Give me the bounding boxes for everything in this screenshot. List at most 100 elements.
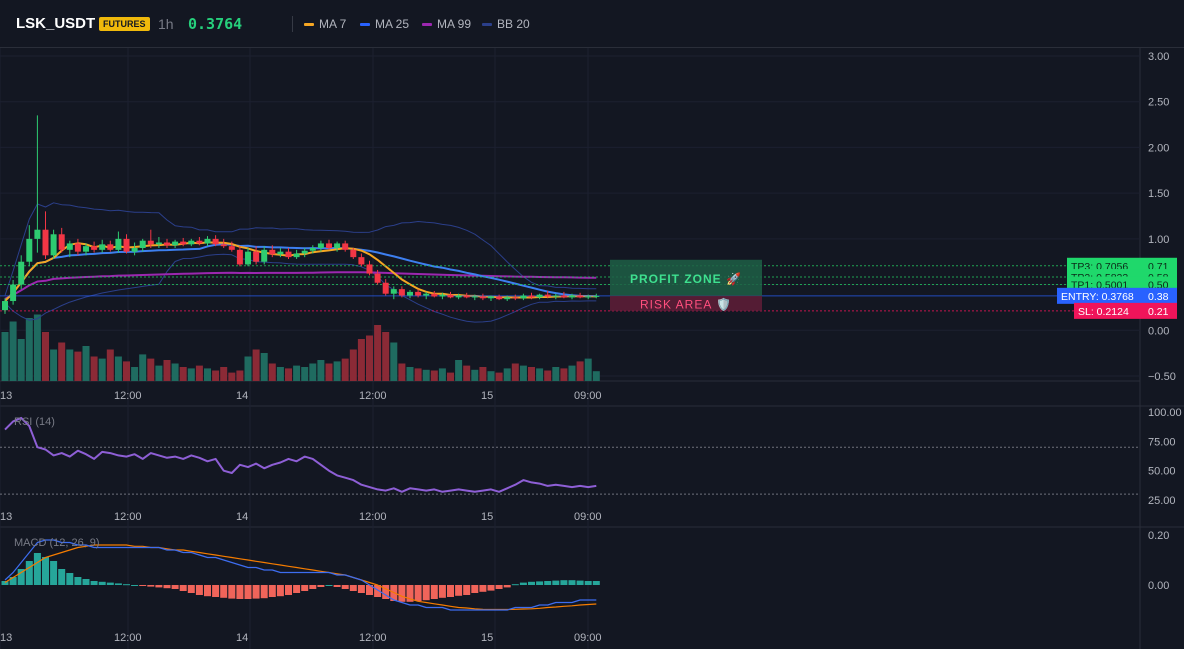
candle[interactable]: [277, 248, 284, 258]
candle[interactable]: [520, 293, 527, 301]
candle[interactable]: [220, 238, 227, 248]
candle[interactable]: [172, 239, 179, 248]
candle[interactable]: [374, 269, 381, 285]
candle[interactable]: [180, 237, 187, 247]
candle[interactable]: [253, 246, 260, 265]
rsi-tick-label: 25.00: [1148, 495, 1176, 507]
candle[interactable]: [115, 231, 122, 253]
candle-body: [398, 289, 405, 296]
candle[interactable]: [58, 227, 65, 253]
candle[interactable]: [504, 295, 511, 302]
candle[interactable]: [83, 243, 89, 256]
candle[interactable]: [155, 237, 162, 248]
candle[interactable]: [479, 293, 486, 301]
candle[interactable]: [577, 292, 584, 299]
candle[interactable]: [358, 253, 365, 267]
candle[interactable]: [471, 294, 478, 301]
candle[interactable]: [407, 290, 413, 299]
candle[interactable]: [245, 248, 251, 267]
candle[interactable]: [228, 241, 235, 252]
macd-hist-bar: [171, 585, 179, 589]
candle[interactable]: [398, 286, 405, 298]
candle[interactable]: [585, 294, 592, 300]
volume-bar: [301, 367, 309, 381]
candle[interactable]: [139, 238, 146, 252]
candle[interactable]: [455, 293, 462, 300]
candle[interactable]: [66, 240, 73, 258]
macd-hist-bar: [212, 585, 220, 597]
legend-bb20[interactable]: BB 20: [482, 0, 530, 48]
candle[interactable]: [536, 293, 543, 300]
candle[interactable]: [74, 238, 81, 256]
candle[interactable]: [552, 293, 559, 300]
candle[interactable]: [560, 291, 567, 299]
candle[interactable]: [528, 292, 535, 300]
candle[interactable]: [488, 295, 494, 302]
candle[interactable]: [50, 229, 57, 259]
interval-selector[interactable]: 1h: [158, 16, 174, 32]
candle[interactable]: [10, 280, 17, 305]
legend-ma99[interactable]: MA 99: [422, 0, 471, 48]
symbol-label[interactable]: LSK_USDT: [16, 15, 96, 32]
candle-body: [544, 294, 551, 297]
candle[interactable]: [293, 249, 300, 259]
candle[interactable]: [326, 239, 332, 250]
candle[interactable]: [261, 246, 268, 265]
candle[interactable]: [147, 229, 154, 248]
candle[interactable]: [236, 246, 243, 267]
candle[interactable]: [42, 211, 49, 259]
candle[interactable]: [439, 292, 446, 300]
candle[interactable]: [301, 248, 308, 258]
level-axis-value: 0.21: [1148, 306, 1169, 318]
volume-bar: [349, 349, 357, 381]
candle[interactable]: [512, 294, 519, 301]
candle[interactable]: [269, 245, 276, 258]
legend-swatch: [360, 23, 370, 27]
candle[interactable]: [423, 291, 430, 300]
time-tick-label: 09:00: [574, 511, 602, 523]
candle[interactable]: [131, 242, 138, 256]
candle[interactable]: [342, 240, 349, 252]
candle[interactable]: [204, 236, 211, 247]
legend-ma25[interactable]: MA 25: [360, 0, 409, 48]
candle-body: [147, 240, 154, 245]
candle[interactable]: [334, 241, 341, 252]
legend-ma7[interactable]: MA 7: [304, 0, 346, 48]
candle-body: [139, 240, 146, 248]
candle[interactable]: [196, 237, 203, 246]
futures-badge: FUTURES: [99, 17, 150, 31]
candle[interactable]: [99, 239, 106, 253]
candle[interactable]: [188, 238, 195, 247]
macd-hist-bar: [584, 581, 592, 585]
candle[interactable]: [164, 238, 170, 248]
candle[interactable]: [34, 115, 41, 253]
candle[interactable]: [123, 234, 130, 254]
macd-hist-bar: [414, 585, 422, 601]
macd-hist-bar: [66, 573, 74, 585]
candle[interactable]: [18, 255, 25, 290]
candle[interactable]: [544, 290, 551, 299]
candle[interactable]: [107, 240, 114, 252]
profit-zone-label: PROFIT ZONE 🚀: [630, 272, 742, 286]
candle[interactable]: [496, 294, 503, 301]
candle[interactable]: [431, 290, 438, 298]
candle[interactable]: [317, 240, 324, 252]
candle[interactable]: [463, 292, 470, 299]
candle[interactable]: [350, 248, 357, 259]
candle[interactable]: [447, 291, 454, 299]
candle[interactable]: [285, 248, 292, 259]
candle[interactable]: [91, 241, 98, 253]
candle[interactable]: [593, 293, 600, 299]
volume-bar: [268, 363, 276, 381]
candle[interactable]: [26, 225, 33, 267]
candle[interactable]: [569, 293, 575, 300]
candle[interactable]: [415, 289, 422, 298]
candle[interactable]: [309, 245, 316, 254]
candle[interactable]: [390, 286, 397, 300]
candle[interactable]: [366, 260, 373, 276]
candle[interactable]: [212, 235, 219, 247]
volume-bar: [155, 365, 163, 381]
candle[interactable]: [382, 279, 389, 296]
candle[interactable]: [2, 298, 8, 314]
